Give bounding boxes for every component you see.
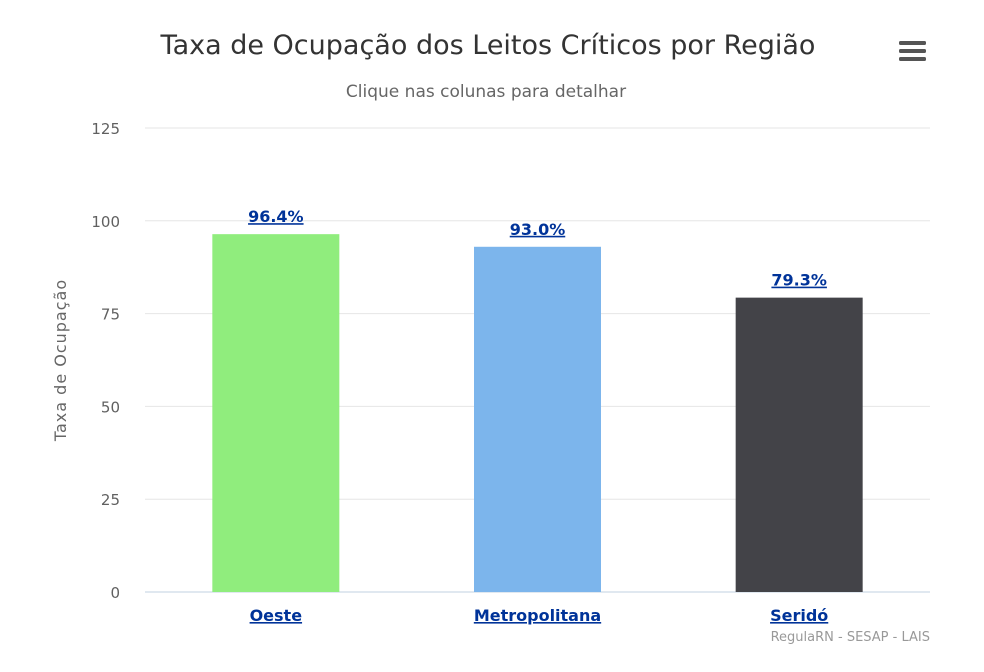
y-tick-label: 50	[101, 398, 120, 416]
credits-text[interactable]: RegulaRN - SESAP - LAIS	[771, 630, 930, 645]
x-category-label[interactable]: Metropolitana	[474, 606, 601, 625]
y-tick-label: 100	[91, 213, 120, 231]
bar[interactable]	[474, 246, 601, 592]
data-label[interactable]: 93.0%	[510, 220, 566, 239]
x-category-label[interactable]: Seridó	[770, 606, 828, 625]
y-tick-label: 25	[101, 491, 120, 509]
x-axis-categories: Oeste Metropolitana Seridó	[250, 606, 829, 625]
y-tick-label: 125	[91, 120, 120, 138]
bar[interactable]	[212, 234, 340, 592]
y-axis-title: Taxa de Ocupação	[51, 279, 70, 442]
x-category-label[interactable]: Oeste	[250, 606, 303, 625]
y-tick-label: 0	[110, 584, 120, 602]
y-tick-label: 75	[101, 306, 120, 324]
y-axis-ticks: 0 25 50 75 100 125	[91, 120, 120, 602]
hamburger-menu-icon[interactable]	[896, 36, 930, 66]
bars	[212, 234, 863, 592]
bar[interactable]	[735, 297, 863, 592]
data-labels: 96.4% 93.0% 79.3%	[248, 207, 827, 289]
chart-subtitle: Clique nas colunas para detalhar	[346, 82, 626, 102]
chart-title: Taxa de Ocupação dos Leitos Críticos por…	[160, 30, 816, 61]
data-label[interactable]: 79.3%	[771, 271, 827, 290]
data-label[interactable]: 96.4%	[248, 207, 304, 226]
